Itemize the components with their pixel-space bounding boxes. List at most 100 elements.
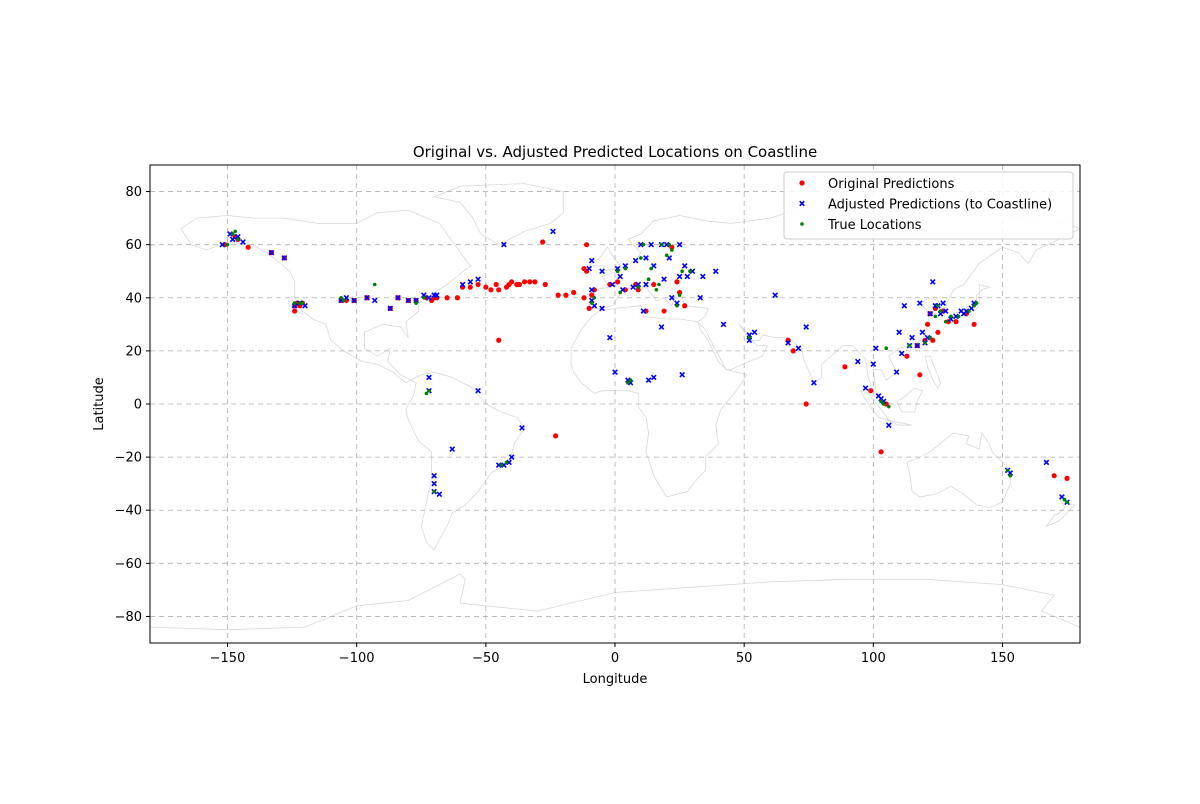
- adjusted-prediction-point: [426, 294, 432, 301]
- adjusted-prediction-point: [632, 257, 639, 264]
- adjusted-prediction-point: [668, 294, 675, 301]
- original-prediction-point: [586, 305, 592, 311]
- original-prediction-point: [583, 242, 590, 248]
- coastline-shape: [896, 387, 923, 413]
- adjusted-prediction-point: [929, 278, 936, 285]
- adjusted-prediction-point: [663, 241, 670, 248]
- true-location-point: [800, 222, 804, 226]
- legend-label: Adjusted Predictions (to Coastline): [828, 198, 1052, 213]
- adjusted-prediction-point: [436, 491, 443, 498]
- adjusted-prediction-point: [942, 308, 949, 314]
- true-location-point: [881, 402, 886, 406]
- adjusted-prediction-point: [281, 255, 288, 261]
- original-prediction-point: [496, 337, 502, 343]
- adjusted-prediction-point: [914, 342, 921, 349]
- original-prediction-point: [614, 279, 621, 285]
- adjusted-prediction-point: [475, 387, 481, 394]
- true-location-point: [236, 237, 240, 242]
- adjusted-prediction-point: [699, 273, 706, 280]
- adjusted-prediction-point: [689, 268, 696, 275]
- original-prediction-point: [661, 308, 667, 314]
- true-location-point: [688, 269, 692, 274]
- true-location-point: [649, 266, 653, 271]
- original-prediction-point: [842, 364, 848, 370]
- adjusted-prediction-point: [947, 316, 954, 322]
- adjusted-prediction-point: [676, 241, 683, 248]
- adjusted-prediction-point: [413, 297, 419, 304]
- adjusted-prediction-point: [586, 265, 593, 272]
- adjusted-prediction-point: [746, 332, 753, 338]
- y-axis: −80 −60 −40 −20 0 20 40 60 80: [115, 185, 150, 625]
- true-location-point: [1065, 500, 1069, 505]
- adjusted-prediction-point: [234, 233, 241, 240]
- y-tick-label: −80: [115, 610, 142, 625]
- chart-title: Original vs. Adjusted Predicted Location…: [413, 143, 817, 161]
- original-prediction-point: [868, 388, 874, 394]
- true-location-point: [504, 460, 509, 465]
- y-tick-label: 40: [125, 291, 142, 306]
- adjusted-prediction-point: [506, 459, 512, 466]
- true-location-point: [938, 309, 943, 313]
- original-prediction-point: [488, 287, 494, 293]
- true-location-point: [654, 288, 659, 292]
- adjusted-prediction-point: [431, 472, 438, 479]
- adjusted-prediction-point: [658, 324, 665, 330]
- y-tick-label: 0: [134, 398, 142, 413]
- adjusted-prediction-point: [609, 281, 616, 288]
- adjusted-prediction-point: [617, 273, 624, 280]
- true-location-point: [618, 290, 622, 295]
- grid: [150, 165, 1080, 643]
- original-prediction-point: [540, 239, 546, 245]
- y-axis-label: Latitude: [92, 377, 107, 431]
- coastline-shape: [432, 183, 564, 246]
- adjusted-prediction-point: [661, 276, 667, 283]
- true-location-point: [956, 314, 961, 319]
- coastline-shape: [180, 209, 471, 384]
- true-location-point: [670, 248, 674, 252]
- adjusted-prediction-point: [885, 422, 892, 429]
- y-tick-label: −40: [115, 504, 142, 519]
- adjusted-prediction-point: [351, 297, 357, 304]
- original-prediction-point: [467, 284, 473, 290]
- adjusted-prediction-point: [924, 334, 931, 341]
- coastline-shape: [859, 389, 890, 421]
- true-location-point: [615, 269, 620, 274]
- true-location-point: [1005, 468, 1010, 473]
- adjusted-prediction-point: [420, 292, 427, 298]
- adjusted-prediction-point: [268, 249, 275, 256]
- original-prediction-point: [493, 281, 499, 288]
- series-layer: [219, 228, 1070, 506]
- original-prediction-point: [589, 292, 595, 298]
- original-prediction-point: [292, 308, 298, 314]
- adjusted-prediction-point: [916, 300, 923, 306]
- adjusted-prediction-point: [475, 276, 481, 283]
- original-prediction-point: [483, 284, 489, 290]
- true-location-point: [677, 293, 682, 297]
- adjusted-prediction-point: [640, 308, 647, 314]
- original-prediction-point: [935, 329, 941, 335]
- true-location-point: [626, 380, 630, 385]
- adjusted-prediction-point: [371, 297, 378, 304]
- true-location-point: [636, 285, 641, 289]
- adjusted-prediction-point: [712, 268, 719, 275]
- original-prediction-point: [581, 295, 587, 301]
- adjusted-prediction-point: [643, 281, 649, 288]
- true-location-point: [422, 295, 426, 300]
- x-axis-label: Longitude: [583, 672, 648, 687]
- adjusted-prediction-point: [772, 292, 779, 298]
- true-location-point: [907, 343, 912, 348]
- original-prediction-point: [496, 287, 502, 293]
- adjusted-prediction-point: [364, 294, 370, 301]
- true-location-point: [659, 242, 664, 247]
- adjusted-prediction-point: [919, 329, 926, 336]
- original-prediction-point: [651, 281, 657, 288]
- adjusted-prediction-point: [426, 374, 432, 381]
- y-tick-label: 20: [125, 344, 142, 359]
- original-prediction-point: [509, 279, 515, 285]
- series-2: [225, 229, 1069, 505]
- legend-item: True Locations: [800, 218, 922, 233]
- original-prediction-point: [542, 281, 548, 288]
- true-location-point: [427, 388, 431, 393]
- adjusted-prediction-point: [803, 324, 810, 330]
